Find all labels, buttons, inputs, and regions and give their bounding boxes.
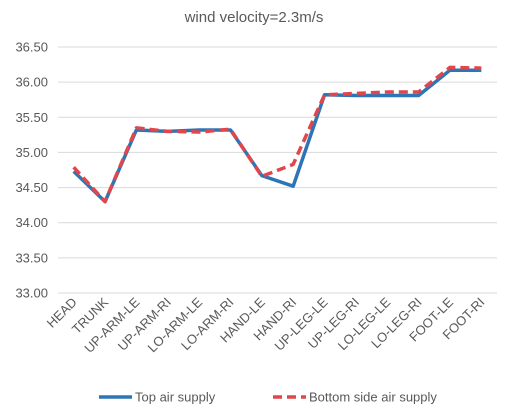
y-tick-label: 34.50 (15, 180, 48, 195)
series-2-point (229, 128, 232, 131)
series-2-point (448, 66, 451, 69)
y-tick-label: 34.00 (15, 215, 48, 230)
series-1-point (292, 185, 295, 188)
y-tick-label: 36.50 (15, 40, 48, 55)
series-2-point (198, 131, 201, 134)
series-2-point (104, 200, 107, 203)
series-line-2 (72, 65, 482, 204)
series-2-point (323, 93, 326, 96)
legend: Top air supply Bottom side air supply (99, 390, 437, 405)
y-tick-label: 33.50 (15, 250, 48, 265)
series-2-point (166, 130, 169, 133)
series-lines (72, 65, 483, 204)
legend-label-1: Top air supply (135, 390, 216, 405)
series-1-point (417, 94, 420, 97)
series-2-point (292, 163, 295, 166)
y-tick-label: 33.00 (15, 286, 48, 301)
x-axis-tick-labels: HEADTRUNKUP-ARM-LEUP-ARM-RILO-ARM-LELO-A… (44, 294, 488, 355)
y-axis-tick-labels: 33.00 33.50 34.00 34.50 35.00 35.50 36.00 36.50 (15, 40, 48, 301)
series-2-point (386, 90, 389, 93)
legend-label-2: Bottom side air supply (309, 390, 437, 405)
y-tick-label: 36.00 (15, 75, 48, 90)
series-2-point (72, 166, 75, 169)
series-1-point (386, 94, 389, 97)
series-2-point (260, 175, 263, 178)
series-2-point (135, 126, 138, 129)
series-2-point (480, 67, 483, 70)
series-2-point (354, 92, 357, 95)
y-tick-label: 35.00 (15, 145, 48, 160)
series-2-point (417, 90, 420, 93)
chart-title: wind velocity=2.3m/s (184, 9, 324, 26)
gridlines (58, 46, 497, 294)
y-tick-label: 35.50 (15, 110, 48, 125)
